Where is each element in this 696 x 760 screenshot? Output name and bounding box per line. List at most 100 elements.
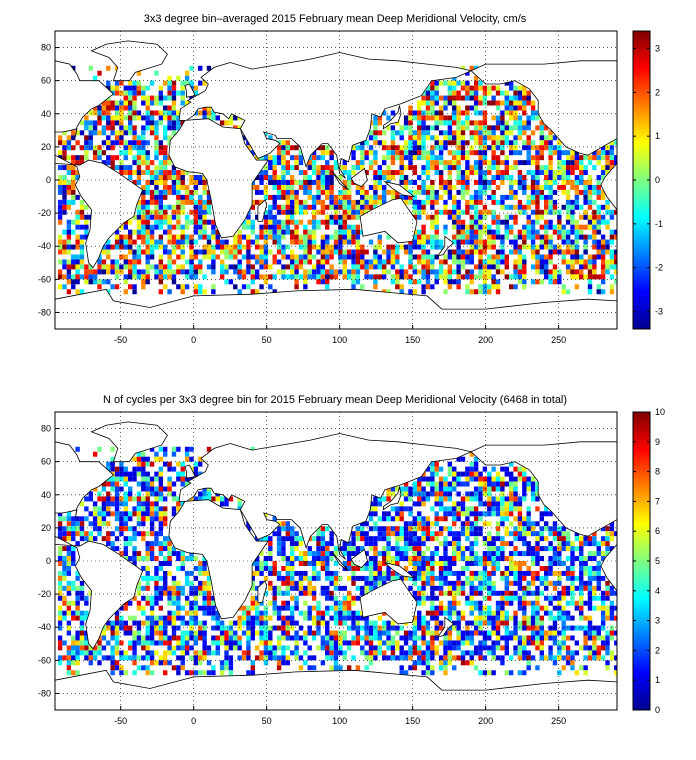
- bin-cell: [522, 145, 527, 151]
- bin-cell: [263, 561, 269, 566]
- bin-cell: [281, 189, 286, 195]
- bin-cell: [425, 175, 431, 180]
- bin-cell: [373, 175, 378, 180]
- bin-cell: [500, 259, 505, 265]
- bin-cell: [508, 501, 514, 507]
- bin-cell: [355, 184, 361, 190]
- bin-cell: [513, 160, 518, 166]
- bin-cell: [66, 580, 72, 586]
- bin-cell: [101, 160, 107, 166]
- bin-cell: [478, 249, 483, 255]
- bin-cell: [79, 585, 85, 591]
- bin-cell: [469, 199, 474, 205]
- bin-cell: [473, 575, 479, 581]
- bin-cell: [482, 130, 488, 136]
- bin-cell: [522, 105, 527, 111]
- bin-cell: [325, 279, 330, 285]
- bin-cell: [158, 506, 164, 512]
- bin-cell: [263, 259, 269, 265]
- bin-cell: [500, 244, 505, 250]
- bin-cell: [202, 209, 207, 215]
- bin-cell: [171, 120, 177, 126]
- bin-cell: [281, 546, 286, 552]
- bin-cell: [272, 561, 277, 566]
- bin-cell: [460, 224, 466, 230]
- bin-cell: [97, 279, 102, 285]
- bin-cell: [522, 610, 527, 616]
- bin-cell: [338, 165, 343, 171]
- bin-cell: [254, 595, 260, 601]
- bin-cell: [268, 194, 273, 200]
- bin-cell: [127, 229, 133, 235]
- bin-cell: [408, 194, 413, 200]
- bin-cell: [539, 165, 545, 171]
- bin-cell: [574, 269, 580, 275]
- bin-cell: [544, 575, 549, 581]
- bin-cell: [333, 551, 339, 557]
- bin-cell: [377, 170, 382, 176]
- bin-cell: [276, 184, 282, 190]
- bin-cell: [193, 224, 199, 230]
- bin-cell: [184, 70, 190, 76]
- bin-cell: [443, 254, 448, 260]
- bin-cell: [487, 130, 492, 136]
- bin-cell: [154, 531, 159, 537]
- bin-cell: [460, 456, 466, 462]
- bin-cell: [325, 194, 330, 200]
- bin-cell: [180, 620, 185, 626]
- bin-cell: [473, 521, 479, 527]
- bin-cell: [149, 264, 155, 270]
- bin-cell: [504, 466, 509, 472]
- bin-cell: [346, 625, 352, 631]
- bin-cell: [504, 496, 509, 502]
- bin-cell: [421, 590, 426, 596]
- bin-cell: [513, 536, 518, 542]
- bin-cell: [158, 496, 164, 502]
- bin-cell: [482, 110, 488, 116]
- bin-cell: [570, 180, 575, 185]
- bin-cell: [535, 160, 540, 166]
- bin-cell: [66, 249, 72, 255]
- bin-cell: [526, 140, 531, 146]
- bin-cell: [259, 229, 264, 235]
- bin-cell: [241, 244, 247, 250]
- bin-cell: [307, 189, 312, 195]
- bin-cell: [417, 214, 422, 220]
- bin-cell: [557, 229, 562, 235]
- bin-cell: [360, 189, 365, 195]
- bin-cell: [517, 476, 523, 482]
- bin-cell: [202, 244, 207, 250]
- bin-cell: [180, 561, 185, 566]
- bin-cell: [565, 570, 571, 576]
- bin-cell: [539, 239, 545, 245]
- bin-cell: [504, 175, 509, 180]
- bin-cell: [539, 526, 545, 532]
- bin-cell: [487, 590, 492, 596]
- bin-cell: [219, 239, 225, 245]
- bin-cell: [114, 229, 120, 235]
- bin-cell: [355, 279, 361, 285]
- bin-cell: [62, 180, 67, 185]
- bin-cell: [504, 229, 509, 235]
- bin-cell: [491, 610, 496, 616]
- bin-cell: [163, 575, 168, 581]
- bin-cell: [430, 556, 435, 561]
- bin-cell: [500, 556, 505, 561]
- bin-cell: [438, 105, 444, 111]
- bin-cell: [325, 620, 330, 626]
- bin-cell: [263, 239, 269, 245]
- bin-cell: [311, 585, 317, 591]
- bin-cell: [141, 575, 146, 581]
- bin-cell: [460, 194, 466, 200]
- bin-cell: [482, 481, 488, 487]
- bin-cell: [75, 575, 80, 581]
- bin-cell: [530, 229, 536, 235]
- bin-cell: [530, 180, 536, 185]
- bin-cell: [158, 224, 164, 230]
- bin-cell: [456, 516, 461, 522]
- bin-cell: [544, 140, 549, 146]
- bin-cell: [276, 204, 282, 210]
- bin-cell: [132, 130, 137, 136]
- bin-cell: [171, 85, 177, 91]
- bin-cell: [171, 244, 177, 250]
